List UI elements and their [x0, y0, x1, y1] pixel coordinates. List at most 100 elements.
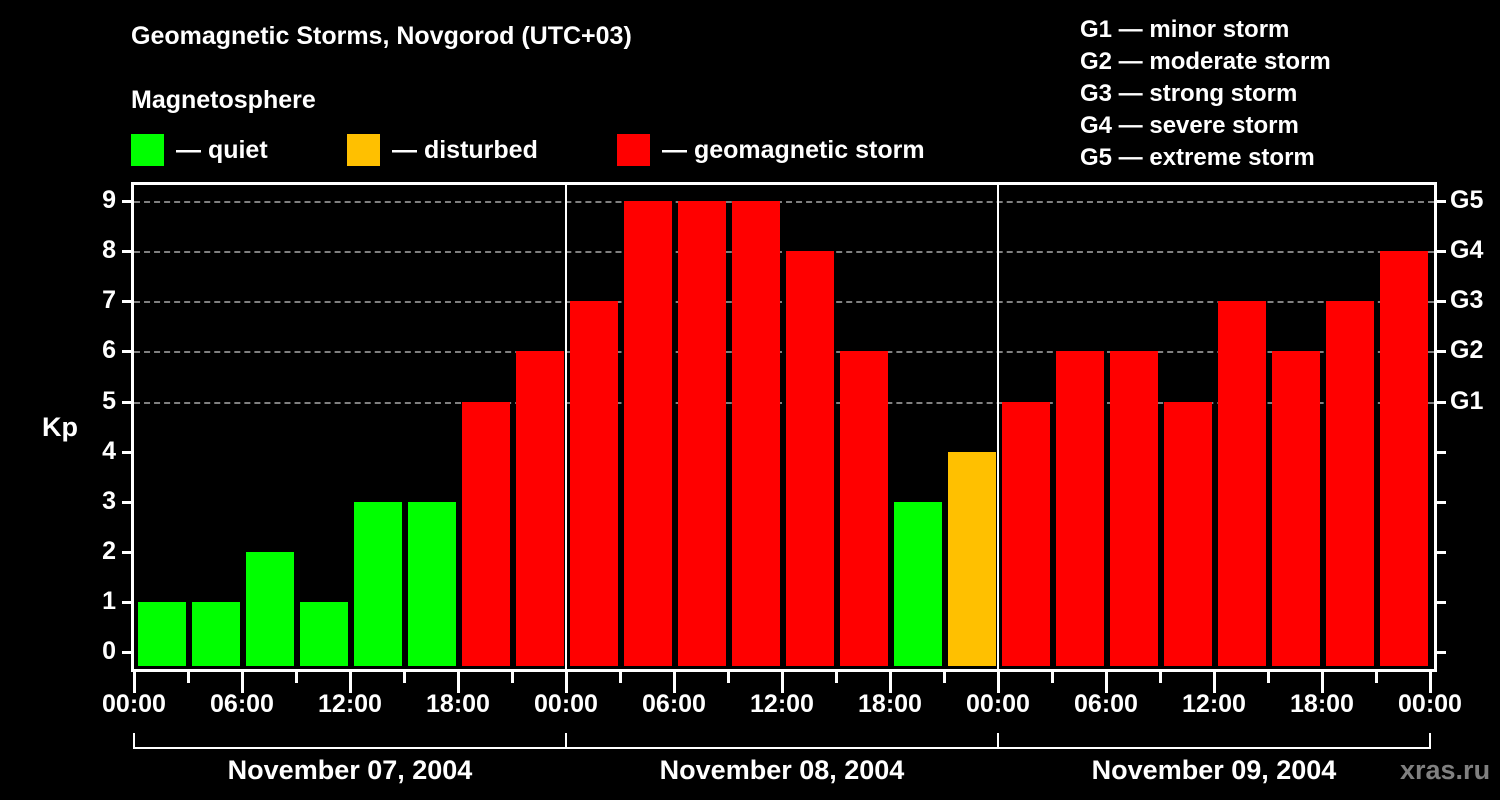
chart-subtitle: Magnetosphere — [131, 86, 316, 114]
bar-storm — [678, 201, 726, 666]
gridline-kp-6 — [134, 351, 1434, 354]
date-label: November 09, 2004 — [1091, 755, 1337, 785]
x-tick — [1105, 671, 1108, 693]
y-tick-right — [1436, 200, 1446, 204]
x-tick — [673, 671, 676, 693]
y-tick-label: 6 — [102, 336, 116, 365]
legend-item-storm: — geomagnetic storm — [617, 134, 925, 166]
x-tick — [1321, 671, 1324, 693]
x-tick-label: 00:00 — [966, 690, 1030, 718]
y-tick — [122, 400, 132, 404]
x-tick-label: 00:00 — [102, 690, 166, 718]
y-tick-right — [1436, 400, 1446, 404]
g-level-label: G4 — [1450, 236, 1484, 265]
y-tick-label: 2 — [102, 536, 116, 565]
x-tick — [889, 671, 892, 693]
x-tick — [1429, 671, 1432, 693]
y-tick-right — [1436, 651, 1446, 654]
x-tick — [187, 671, 190, 683]
date-bracket-tick — [133, 733, 135, 749]
x-tick — [619, 671, 622, 683]
x-tick — [1213, 671, 1216, 693]
x-tick-label: 12:00 — [750, 690, 814, 718]
bar-storm — [840, 351, 888, 666]
y-tick — [122, 450, 132, 454]
x-tick — [1267, 671, 1270, 683]
y-tick-label: 4 — [102, 436, 116, 465]
y-tick-label: 0 — [102, 637, 116, 665]
bar-storm — [462, 401, 510, 666]
y-tick — [122, 600, 132, 604]
bar-storm — [786, 251, 834, 666]
bar-storm — [1002, 401, 1050, 666]
watermark: xras.ru — [1400, 755, 1491, 785]
x-tick-label: 00:00 — [534, 690, 598, 718]
y-tick — [122, 651, 132, 654]
bar-disturbed — [948, 451, 996, 666]
y-tick — [122, 250, 132, 254]
date-bracket — [134, 747, 1430, 749]
g3-legend: G3 — strong storm — [1080, 80, 1298, 107]
bar-quiet — [408, 501, 456, 666]
g5-legend: G5 — extreme storm — [1080, 144, 1315, 171]
y-tick-right — [1436, 300, 1446, 304]
bar-quiet — [300, 601, 348, 666]
g4-legend: G4 — severe storm — [1080, 112, 1299, 139]
x-tick-label: 12:00 — [1182, 690, 1246, 718]
y-tick-label: 8 — [102, 236, 116, 265]
bar-storm — [1164, 401, 1212, 666]
y-tick-right — [1436, 500, 1446, 504]
x-tick — [781, 671, 784, 693]
x-tick — [133, 671, 136, 693]
x-tick — [349, 671, 352, 693]
x-tick — [1051, 671, 1054, 683]
g2-legend: G2 — moderate storm — [1080, 48, 1331, 75]
x-tick — [457, 671, 460, 693]
g-level-label: G1 — [1450, 386, 1484, 415]
g-scale-legend: G1 — minor storm G2 — moderate storm G3 … — [1080, 14, 1331, 174]
g1-legend: G1 — minor storm — [1080, 16, 1290, 43]
storm-swatch-icon — [617, 134, 650, 166]
x-tick-label: 18:00 — [1290, 690, 1354, 718]
gridline-kp-9 — [134, 201, 1434, 204]
x-tick — [295, 671, 298, 683]
y-tick-right — [1436, 600, 1446, 604]
y-tick-label: 3 — [102, 486, 116, 515]
y-tick — [122, 200, 132, 204]
legend-item-quiet: — quiet — [131, 134, 268, 166]
date-label: November 08, 2004 — [659, 755, 905, 785]
y-tick-right — [1436, 450, 1446, 454]
date-bracket-tick — [565, 733, 567, 749]
bar-storm — [1326, 301, 1374, 666]
y-tick-label: 7 — [102, 286, 116, 315]
x-tick — [997, 671, 1000, 693]
bar-storm — [1218, 301, 1266, 666]
g-level-label: G2 — [1450, 336, 1484, 365]
bar-quiet — [894, 501, 942, 666]
bar-storm — [1110, 351, 1158, 666]
x-tick — [1375, 671, 1378, 683]
x-tick-label: 06:00 — [1074, 690, 1138, 718]
x-tick — [727, 671, 730, 683]
y-tick-label: 5 — [102, 386, 116, 415]
x-tick-label: 18:00 — [858, 690, 922, 718]
x-tick-label: 06:00 — [210, 690, 274, 718]
gridline-kp-8 — [134, 251, 1434, 254]
date-bracket-tick — [1429, 733, 1431, 749]
y-tick-right — [1436, 550, 1446, 554]
x-tick-label: 12:00 — [318, 690, 382, 718]
x-tick-label: 18:00 — [426, 690, 490, 718]
x-tick — [1159, 671, 1162, 683]
legend-item-disturbed: — disturbed — [347, 134, 538, 166]
g-level-label: G5 — [1450, 186, 1484, 215]
chart-title: Geomagnetic Storms, Novgorod (UTC+03) — [131, 22, 632, 50]
y-tick — [122, 300, 132, 304]
bar-storm — [1380, 251, 1428, 666]
x-tick — [835, 671, 838, 683]
y-tick-label: 1 — [102, 586, 116, 615]
x-tick-label: 00:00 — [1398, 690, 1462, 718]
bar-storm — [732, 201, 780, 666]
bar-storm — [570, 301, 618, 666]
gridline-kp-7 — [134, 301, 1434, 304]
x-tick — [403, 671, 406, 683]
